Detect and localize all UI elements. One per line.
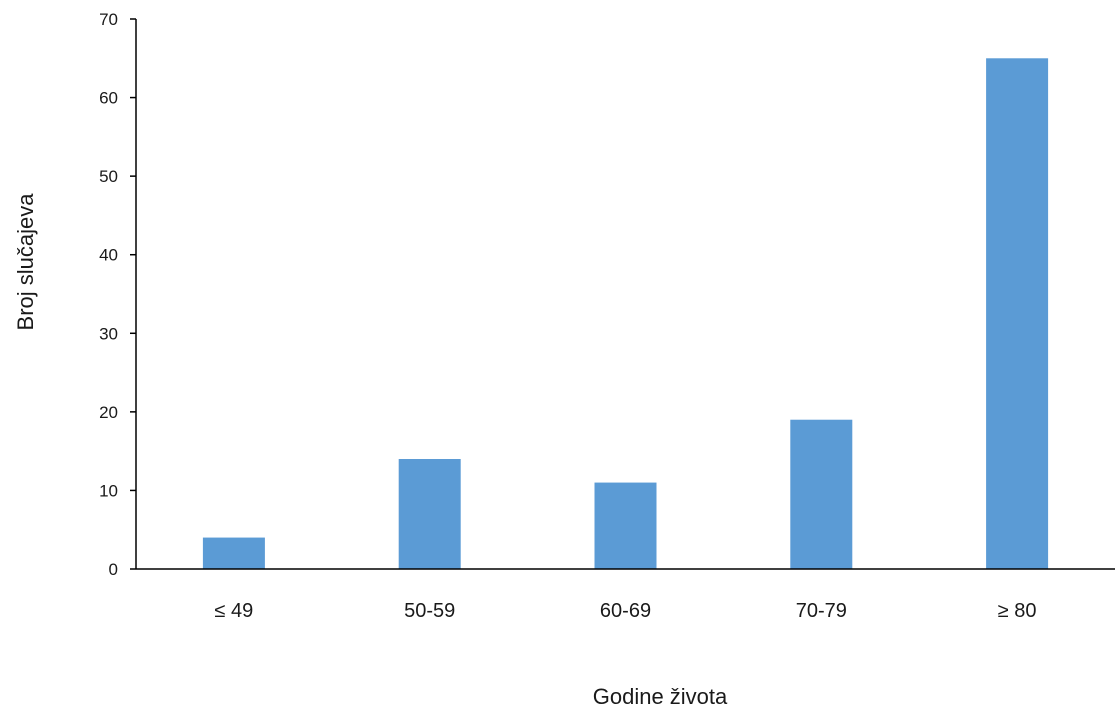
x-axis: ≤ 49 50-59 60-69 70-79 ≥ 80 bbox=[136, 568, 1115, 622]
y-tick-label: 50 bbox=[99, 167, 118, 186]
bar bbox=[594, 482, 657, 569]
y-tick-label: 70 bbox=[99, 10, 118, 29]
y-axis: 0 10 20 30 40 50 60 70 bbox=[99, 10, 137, 579]
y-tick-label: 20 bbox=[99, 403, 118, 422]
y-axis-title: Broj slučajeva bbox=[13, 193, 38, 331]
y-tick-label: 60 bbox=[99, 89, 118, 108]
y-tick-label: 0 bbox=[109, 560, 118, 579]
bar bbox=[398, 459, 461, 569]
y-tick-label: 30 bbox=[99, 324, 118, 343]
y-tick-label: 10 bbox=[99, 481, 118, 500]
x-tick-label: 70-79 bbox=[796, 600, 847, 622]
bars bbox=[202, 58, 1049, 570]
x-axis-title: Godine života bbox=[593, 684, 728, 709]
x-tick-label: 60-69 bbox=[600, 600, 651, 622]
x-tick-label: ≤ 49 bbox=[215, 600, 254, 622]
x-tick-label: 50-59 bbox=[404, 600, 455, 622]
y-tick-label: 40 bbox=[99, 246, 118, 265]
bar bbox=[202, 537, 265, 569]
bar bbox=[790, 419, 853, 569]
x-tick-label: ≥ 80 bbox=[998, 600, 1037, 622]
bar bbox=[986, 58, 1049, 570]
